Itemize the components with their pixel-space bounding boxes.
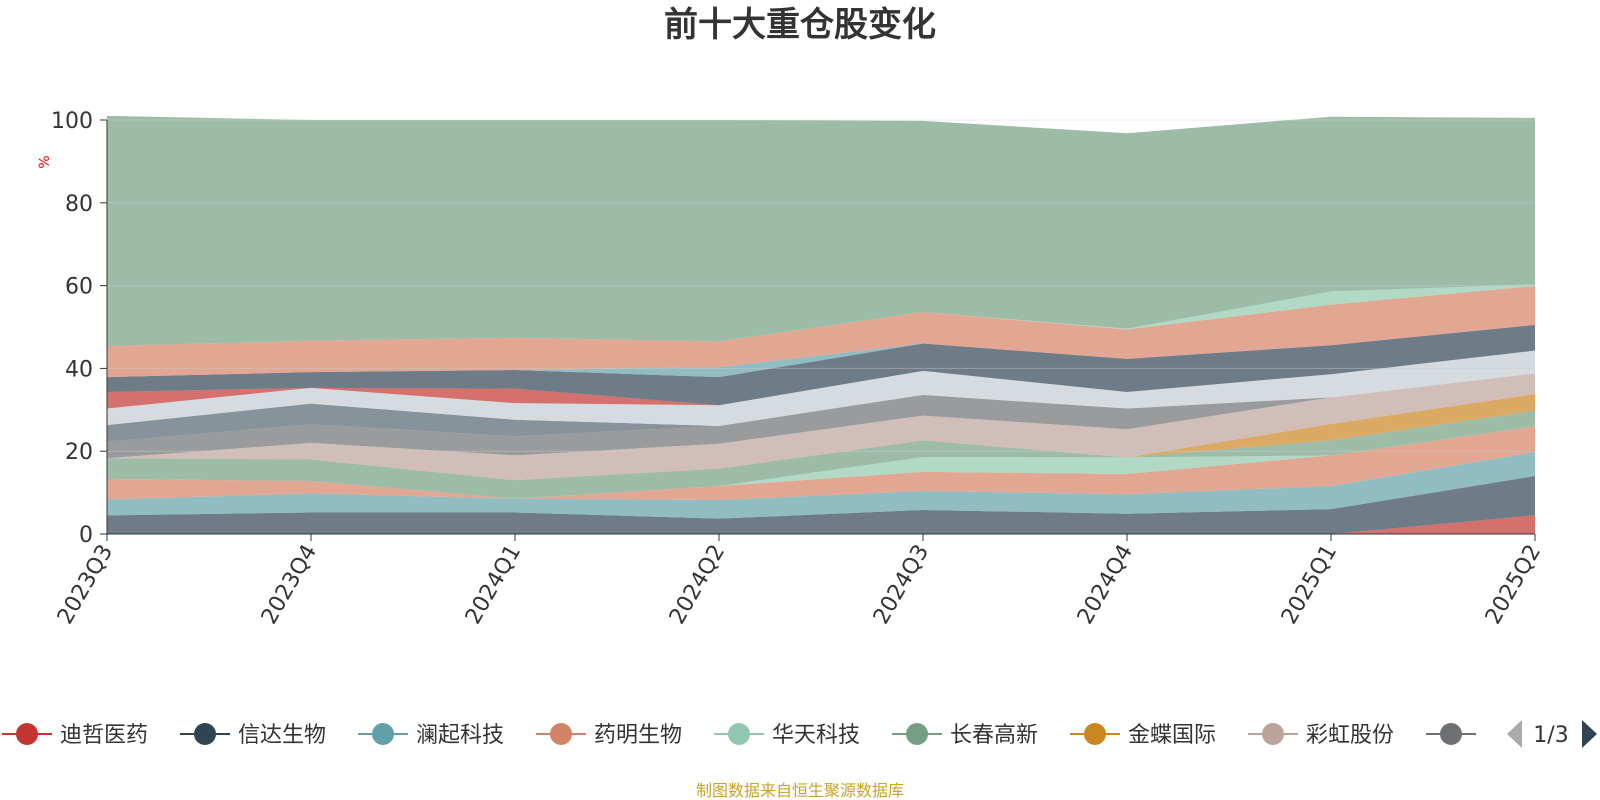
y-tick-label: 0 xyxy=(79,523,93,548)
legend-item[interactable]: 信达生物 xyxy=(180,723,326,748)
stacked-areas xyxy=(107,115,1535,534)
area-series-8[interactable] xyxy=(107,373,1535,481)
x-tick-label: 2024Q1 xyxy=(461,541,526,629)
legend-label: 药明生物 xyxy=(594,723,682,748)
legend-marker-icon xyxy=(1440,723,1462,745)
legend-marker-icon xyxy=(1262,723,1284,745)
legend-item[interactable]: 长春高新 xyxy=(892,723,1038,748)
legend-label: 恒 xyxy=(1484,723,1506,748)
legend-label: 长春高新 xyxy=(950,723,1038,748)
legend-marker-icon xyxy=(550,723,572,745)
legend-label: 澜起科技 xyxy=(416,723,504,748)
x-tick-label: 2023Q3 xyxy=(53,541,118,629)
legend-marker-icon xyxy=(728,723,750,745)
area-series-17[interactable] xyxy=(107,115,1535,347)
area-series-9[interactable] xyxy=(107,373,1535,459)
legend-prev-page-icon[interactable] xyxy=(1507,720,1522,748)
x-tick-label: 2024Q4 xyxy=(1073,541,1138,629)
area-series-6[interactable] xyxy=(107,410,1535,499)
area-series-16[interactable] xyxy=(107,284,1535,347)
legend-label: 金蝶国际 xyxy=(1128,723,1216,748)
area-series-1[interactable] xyxy=(107,515,1535,534)
legend-label: 彩虹股份 xyxy=(1306,723,1394,748)
x-tick-label: 2025Q2 xyxy=(1481,541,1546,629)
legend-item[interactable]: 彩虹股份 xyxy=(1248,723,1394,748)
x-tick-label: 2024Q2 xyxy=(665,541,730,629)
source-note: 制图数据来自恒生聚源数据库 xyxy=(696,781,904,800)
y-tick-label: 100 xyxy=(51,109,93,134)
area-series-10[interactable] xyxy=(107,373,1535,442)
legend-item[interactable]: 金蝶国际 xyxy=(1070,723,1216,748)
legend-page-indicator: 1/3 xyxy=(1533,723,1568,748)
legend-items: 迪哲医药 信达生物 澜起科技 药明生物 华天科技 长春高新 金蝶国际 彩虹股份 恒 xyxy=(2,723,1506,748)
legend-marker-icon xyxy=(194,723,216,745)
legend-marker-icon xyxy=(372,723,394,745)
area-series-15[interactable] xyxy=(107,286,1535,378)
x-tick-label: 2024Q3 xyxy=(869,541,934,629)
legend-label: 迪哲医药 xyxy=(60,723,148,748)
legend-item[interactable]: 药明生物 xyxy=(536,723,682,748)
grid-lines xyxy=(107,119,1535,452)
area-series-13[interactable] xyxy=(107,324,1535,406)
area-series-11[interactable] xyxy=(107,350,1535,426)
legend-item[interactable]: 澜起科技 xyxy=(358,723,504,748)
y-tick-label: 20 xyxy=(65,440,93,465)
legend-item[interactable]: 恒 xyxy=(1426,723,1506,748)
area-series-3[interactable] xyxy=(107,452,1535,519)
area-series-5[interactable] xyxy=(107,426,1535,499)
legend: 迪哲医药 信达生物 澜起科技 药明生物 华天科技 长春高新 金蝶国际 彩虹股份 恒 1/3 xyxy=(2,720,1597,748)
chart-title: 前十大重仓股变化 xyxy=(664,5,936,45)
legend-next-page-icon[interactable] xyxy=(1582,720,1597,748)
y-tick-label: 40 xyxy=(65,357,93,382)
legend-item[interactable]: 华天科技 xyxy=(714,723,860,748)
legend-item[interactable]: 迪哲医药 xyxy=(2,723,148,748)
y-axis-unit-label: % xyxy=(37,155,53,168)
x-tick-label: 2023Q4 xyxy=(257,541,322,629)
area-series-12[interactable] xyxy=(107,350,1535,409)
area-series-4[interactable] xyxy=(107,426,1535,501)
legend-marker-icon xyxy=(16,723,38,745)
area-series-2[interactable] xyxy=(107,476,1535,534)
y-tick-label: 80 xyxy=(65,192,93,217)
legend-marker-icon xyxy=(906,723,928,745)
y-tick-label: 60 xyxy=(65,275,93,300)
legend-marker-icon xyxy=(1084,723,1106,745)
x-tick-label: 2025Q1 xyxy=(1277,541,1342,629)
legend-label: 华天科技 xyxy=(772,723,860,748)
legend-label: 信达生物 xyxy=(238,723,326,748)
